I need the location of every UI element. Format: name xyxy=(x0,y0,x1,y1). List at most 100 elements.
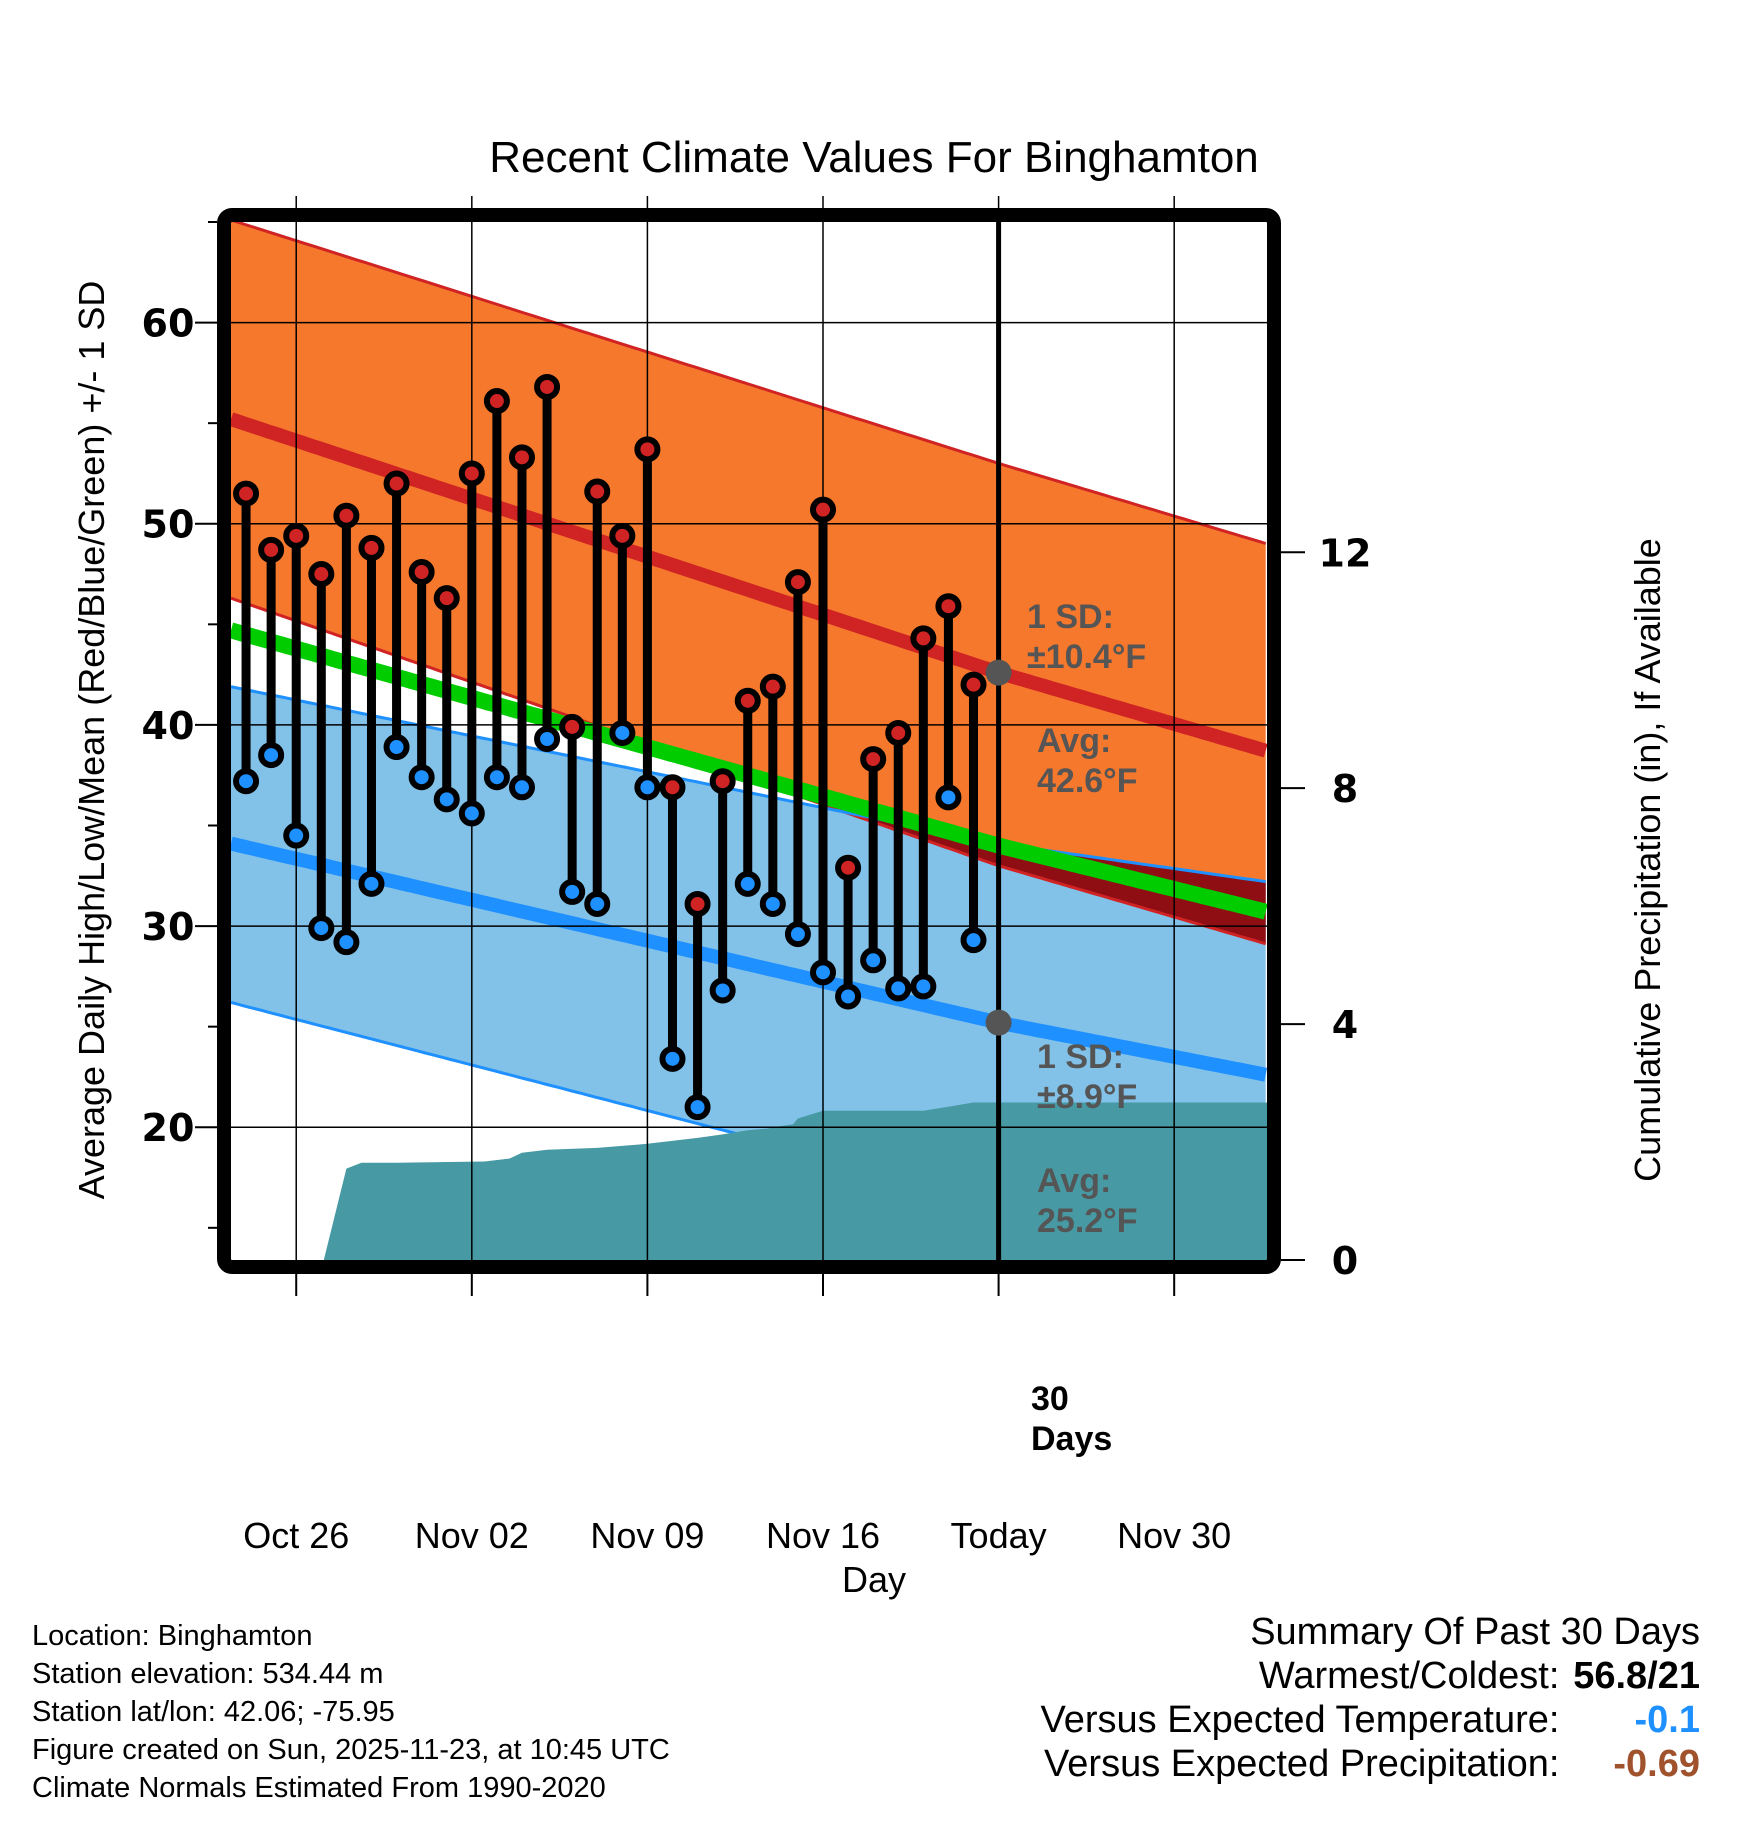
daily-bar xyxy=(659,774,686,1072)
daily-bar xyxy=(559,713,586,905)
daily-range-bars xyxy=(233,373,987,1121)
daily-low-marker xyxy=(283,822,310,849)
daily-bar xyxy=(784,569,811,948)
low-avg-line1: Avg: xyxy=(1037,1162,1111,1200)
summary-panel: Summary Of Past 30 Days Warmest/Coldest:… xyxy=(1041,1610,1700,1786)
daily-low-marker xyxy=(709,977,736,1004)
daily-low-marker xyxy=(609,719,636,746)
precip-area xyxy=(323,1102,1267,1260)
summary-temp-row: Versus Expected Temperature: -0.1 xyxy=(1041,1698,1700,1742)
daily-low-marker xyxy=(935,784,962,811)
daily-low-marker xyxy=(910,973,937,1000)
chart-title: Recent Climate Values For Binghamton xyxy=(489,133,1259,182)
y-tick-label: 20 xyxy=(142,1106,195,1150)
daily-high-marker xyxy=(559,713,586,740)
daily-bar xyxy=(609,522,636,746)
daily-bar xyxy=(483,388,510,791)
latlon-text: Station lat/lon: 42.06; -75.95 xyxy=(32,1696,395,1728)
sd-overlap-band xyxy=(231,598,1266,944)
y-tick-label: 30 xyxy=(142,905,195,949)
daily-bar xyxy=(634,436,661,801)
daily-low-marker xyxy=(684,1094,711,1121)
daily-low-marker xyxy=(659,1045,686,1072)
high-sd-edge xyxy=(232,222,1267,545)
daily-high-marker xyxy=(734,687,761,714)
created-text: Figure created on Sun, 2025-11-23, at 10… xyxy=(32,1734,670,1766)
daily-high-marker xyxy=(960,671,987,698)
daily-high-marker xyxy=(333,502,360,529)
daily-bar xyxy=(885,719,912,1002)
normal-low-line xyxy=(231,836,1267,1082)
station-info: Location: Binghamton Station elevation: … xyxy=(32,1617,670,1807)
daily-low-marker xyxy=(383,734,410,761)
daily-high-marker xyxy=(684,890,711,917)
daily-low-marker xyxy=(534,725,561,752)
daily-bar xyxy=(458,460,485,827)
daily-high-marker xyxy=(433,585,460,612)
daily-high-marker xyxy=(508,444,535,471)
daily-low-marker xyxy=(634,774,661,801)
summary-precip-row: Versus Expected Precipitation: -0.69 xyxy=(1041,1742,1700,1786)
x-tick-label: Nov 16 xyxy=(766,1515,880,1556)
low-sd-line2: ±8.9°F xyxy=(1037,1078,1137,1116)
daily-bar xyxy=(333,502,360,956)
daily-high-marker xyxy=(458,460,485,487)
daily-low-marker xyxy=(508,774,535,801)
daily-high-marker xyxy=(784,569,811,596)
daily-low-marker xyxy=(759,890,786,917)
daily-high-marker xyxy=(885,719,912,746)
daily-low-marker xyxy=(584,890,611,917)
precip-value: -0.69 xyxy=(1613,1743,1700,1785)
daily-high-marker xyxy=(534,373,561,400)
warmest-value: 56.8/21 xyxy=(1573,1655,1700,1697)
daily-low-marker xyxy=(885,975,912,1002)
daily-low-marker xyxy=(784,921,811,948)
daily-bar xyxy=(810,496,836,986)
daily-bar xyxy=(508,444,535,801)
axes: 20 30 40 50 60 0 4 8 12 Oct 26 Nov 02 Nov 09 Nov 16 T… xyxy=(142,196,1371,1556)
daily-bar xyxy=(910,625,937,1000)
daily-bar xyxy=(935,593,962,811)
daily-low-marker xyxy=(860,947,887,974)
daily-bar xyxy=(358,534,385,897)
y-tick-label: 50 xyxy=(142,503,195,547)
daily-low-marker xyxy=(835,983,862,1010)
daily-high-marker xyxy=(609,522,636,549)
days-label-line1: 30 xyxy=(1031,1380,1069,1418)
daily-high-marker xyxy=(233,480,260,507)
daily-bar xyxy=(433,585,460,813)
daily-low-marker xyxy=(233,768,260,795)
high-avg-line1: Avg: xyxy=(1037,722,1111,760)
low-sd-line1: 1 SD: xyxy=(1037,1038,1124,1076)
daily-low-marker xyxy=(408,764,435,791)
daily-high-marker xyxy=(634,436,661,463)
daily-bar xyxy=(584,478,611,917)
x-tick-label: Oct 26 xyxy=(243,1515,349,1556)
y2-axis-title: Cumulative Precipitation (in), If Availa… xyxy=(1627,538,1668,1182)
daily-low-marker xyxy=(960,927,987,954)
precip-label: Versus Expected Precipitation: xyxy=(1044,1743,1560,1785)
daily-high-marker xyxy=(483,388,510,415)
y2-tick-label: 8 xyxy=(1332,767,1358,811)
daily-bar xyxy=(860,746,887,974)
daily-high-marker xyxy=(408,559,435,586)
y2-tick-label: 0 xyxy=(1332,1239,1358,1283)
low-avg-line2: 25.2°F xyxy=(1037,1202,1138,1240)
daily-low-marker xyxy=(333,929,360,956)
y-tick-label: 60 xyxy=(142,302,195,346)
location-text: Location: Binghamton xyxy=(32,1620,313,1652)
daily-high-marker xyxy=(810,496,836,523)
x-tick-label: Nov 09 xyxy=(590,1515,704,1556)
warmest-label: Warmest/Coldest: xyxy=(1258,1655,1560,1697)
daily-low-marker xyxy=(559,878,586,905)
daily-low-marker xyxy=(358,870,385,897)
daily-high-marker xyxy=(383,470,410,497)
today-high-avg-marker xyxy=(985,659,1012,686)
x-tick-label: Today xyxy=(951,1515,1047,1556)
daily-bar xyxy=(960,671,987,954)
daily-bar xyxy=(759,673,786,917)
daily-high-marker xyxy=(283,522,310,549)
temp-value: -0.1 xyxy=(1634,1699,1700,1741)
daily-bar xyxy=(283,522,310,849)
elevation-text: Station elevation: 534.44 m xyxy=(32,1658,384,1690)
